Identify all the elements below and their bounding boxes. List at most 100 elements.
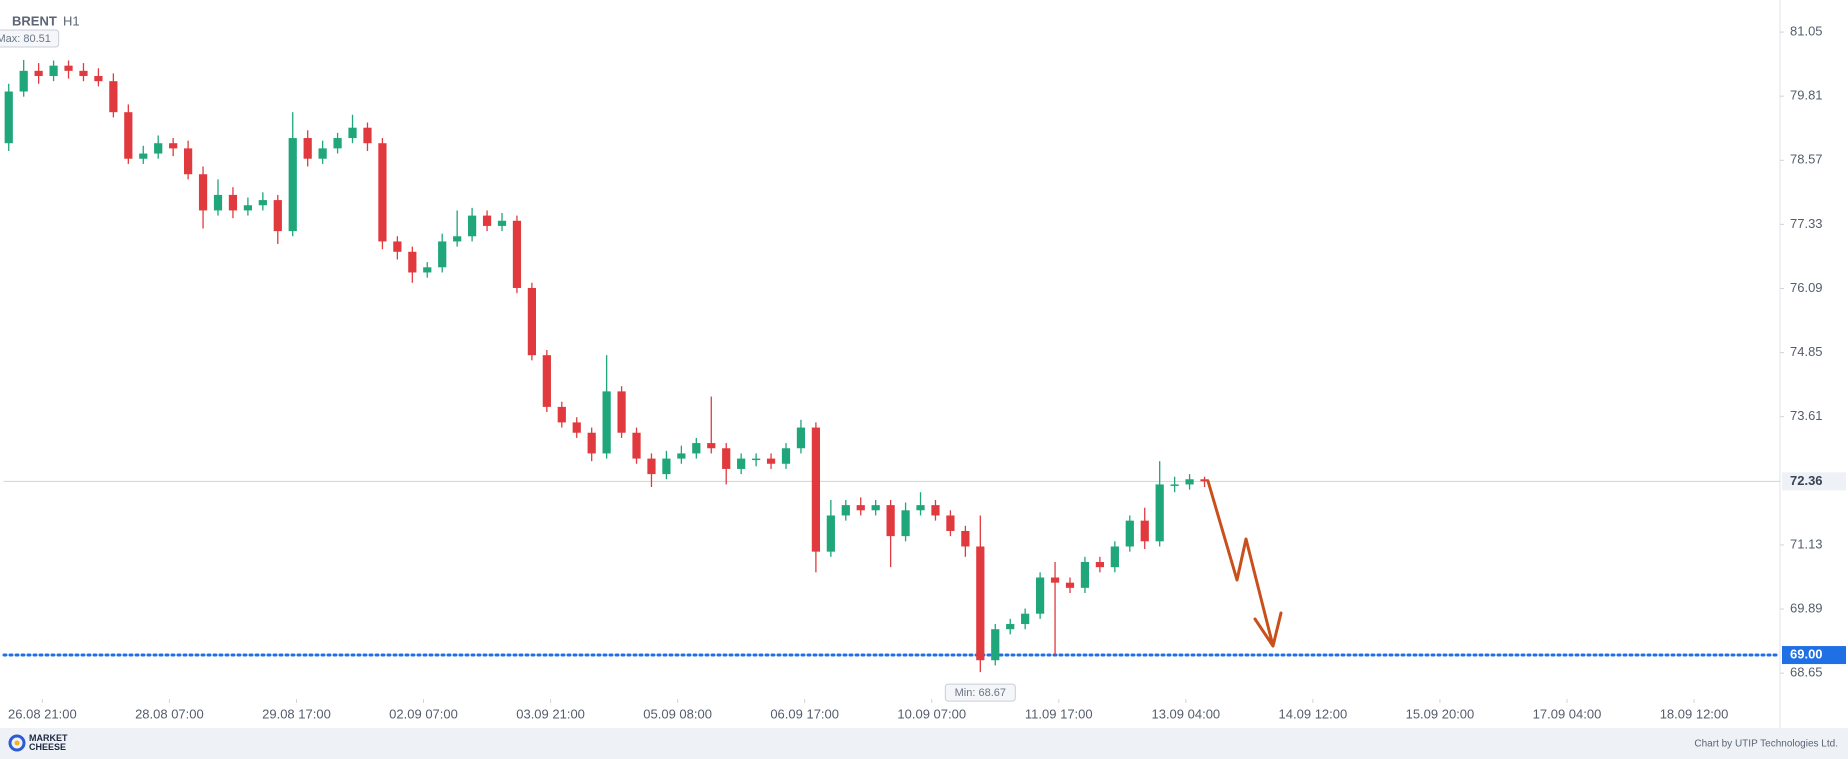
x-tick-label: 18.09 12:00: [1660, 706, 1729, 721]
y-tick-label: 74.85: [1790, 344, 1823, 359]
candle-body: [931, 505, 940, 516]
min-annotation: Min: 68.67: [944, 683, 1016, 702]
x-tick-label: 26.08 21:00: [8, 706, 77, 721]
candle-body: [1080, 561, 1090, 588]
candle-body: [183, 148, 193, 175]
candle-body: [826, 515, 835, 552]
price-label: 72.36: [1790, 473, 1823, 488]
candle-body: [363, 127, 372, 144]
price-label: 69.00: [1790, 646, 1823, 661]
candle-body: [497, 220, 507, 226]
chart-title: BRENT: [12, 13, 57, 28]
candle-body: [991, 629, 1000, 661]
candle-body: [1065, 582, 1075, 588]
annotation-box: [0, 29, 60, 48]
candle-body: [333, 138, 342, 149]
logo: MARKET CHEESE: [8, 733, 68, 752]
candle-body: [94, 76, 103, 82]
candle-body: [109, 81, 118, 113]
x-tick-label: 17.09 04:00: [1533, 706, 1602, 721]
candle-body: [243, 205, 253, 211]
candle-body: [1170, 484, 1179, 486]
x-tick-label: 02.09 07:00: [389, 706, 458, 721]
candle-body: [1095, 561, 1105, 568]
candle-body: [542, 355, 551, 407]
candle-body: [811, 427, 821, 552]
max-annotation: Max: 80.51: [0, 29, 60, 48]
annotation-text: Min: 68.67: [955, 687, 1006, 699]
candle-body: [198, 174, 208, 211]
candle-body: [916, 505, 925, 511]
candle-body: [512, 220, 522, 288]
candle-body: [213, 194, 223, 211]
candle-body: [572, 422, 581, 433]
candle-body: [228, 194, 238, 211]
candle-body: [288, 138, 297, 232]
x-tick-label: 15.09 20:00: [1406, 706, 1475, 721]
x-tick-label: 28.08 07:00: [135, 706, 204, 721]
candle-body: [796, 427, 806, 449]
candle-body: [303, 138, 312, 159]
x-tick-label: 13.09 04:00: [1151, 706, 1220, 721]
candle-body: [408, 251, 417, 273]
candle-body: [124, 112, 133, 159]
candle-body: [1006, 624, 1015, 630]
candle-body: [19, 70, 28, 92]
candle-body: [841, 505, 850, 516]
candle-body: [692, 443, 701, 454]
candle-body: [946, 515, 955, 531]
y-tick-label: 68.65: [1790, 665, 1823, 680]
price-label-box: [1782, 472, 1846, 491]
logo-text: CHEESE: [29, 742, 66, 752]
candle-body: [886, 505, 895, 537]
x-tick-label: 10.09 07:00: [897, 706, 966, 721]
candle-body: [139, 153, 148, 159]
candle-body: [169, 143, 178, 149]
candle-body: [976, 546, 985, 661]
candle-body: [1110, 546, 1119, 568]
annotation-box: [944, 683, 1016, 702]
candle-body: [527, 287, 537, 356]
candle-body: [722, 448, 731, 469]
y-tick-label: 69.89: [1790, 600, 1823, 615]
x-tick-label: 29.08 17:00: [262, 706, 331, 721]
candle-body: [64, 65, 73, 71]
candle-body: [318, 148, 327, 159]
candle-body: [1021, 613, 1030, 625]
candle-body: [258, 200, 267, 206]
y-tick-label: 77.33: [1790, 216, 1823, 231]
logo-icon-dot: [14, 740, 20, 746]
candle-body: [677, 453, 686, 459]
plot-area: 81.05 79.81 78.57 77.33 76.09 74.85 73.61 71.13…: [0, 23, 1846, 721]
candle-body: [1155, 484, 1164, 542]
candle-body: [766, 458, 776, 464]
candle-body: [482, 215, 492, 226]
y-tick-label: 76.09: [1790, 280, 1823, 295]
candle-body: [1125, 520, 1134, 547]
candle-body: [662, 458, 671, 475]
footer-band: [0, 728, 1848, 759]
x-tick-label: 05.09 08:00: [643, 706, 712, 721]
logo-icon: [8, 734, 26, 752]
candle-body: [737, 458, 746, 469]
y-tick-label: 78.57: [1790, 152, 1823, 167]
forecast-arrow: [1206, 479, 1283, 648]
candle-body: [901, 510, 910, 537]
credit: Chart by UTIP Technologies Ltd.: [1694, 739, 1838, 750]
candle-body: [467, 215, 477, 237]
candle-body: [4, 91, 13, 144]
candle-body: [871, 505, 880, 511]
candle-body: [1140, 520, 1149, 542]
candle-body: [34, 70, 43, 77]
y-tick-label: 81.05: [1790, 23, 1823, 38]
x-tick-label: 11.09 17:00: [1025, 706, 1093, 721]
candle-body: [751, 458, 761, 461]
candle-body: [617, 391, 626, 433]
annotation-text: Max: 80.51: [0, 33, 51, 45]
candle-body: [557, 406, 566, 423]
candle-body: [453, 236, 462, 242]
candle-body: [587, 432, 596, 454]
y-tick-label: 71.13: [1790, 536, 1823, 551]
